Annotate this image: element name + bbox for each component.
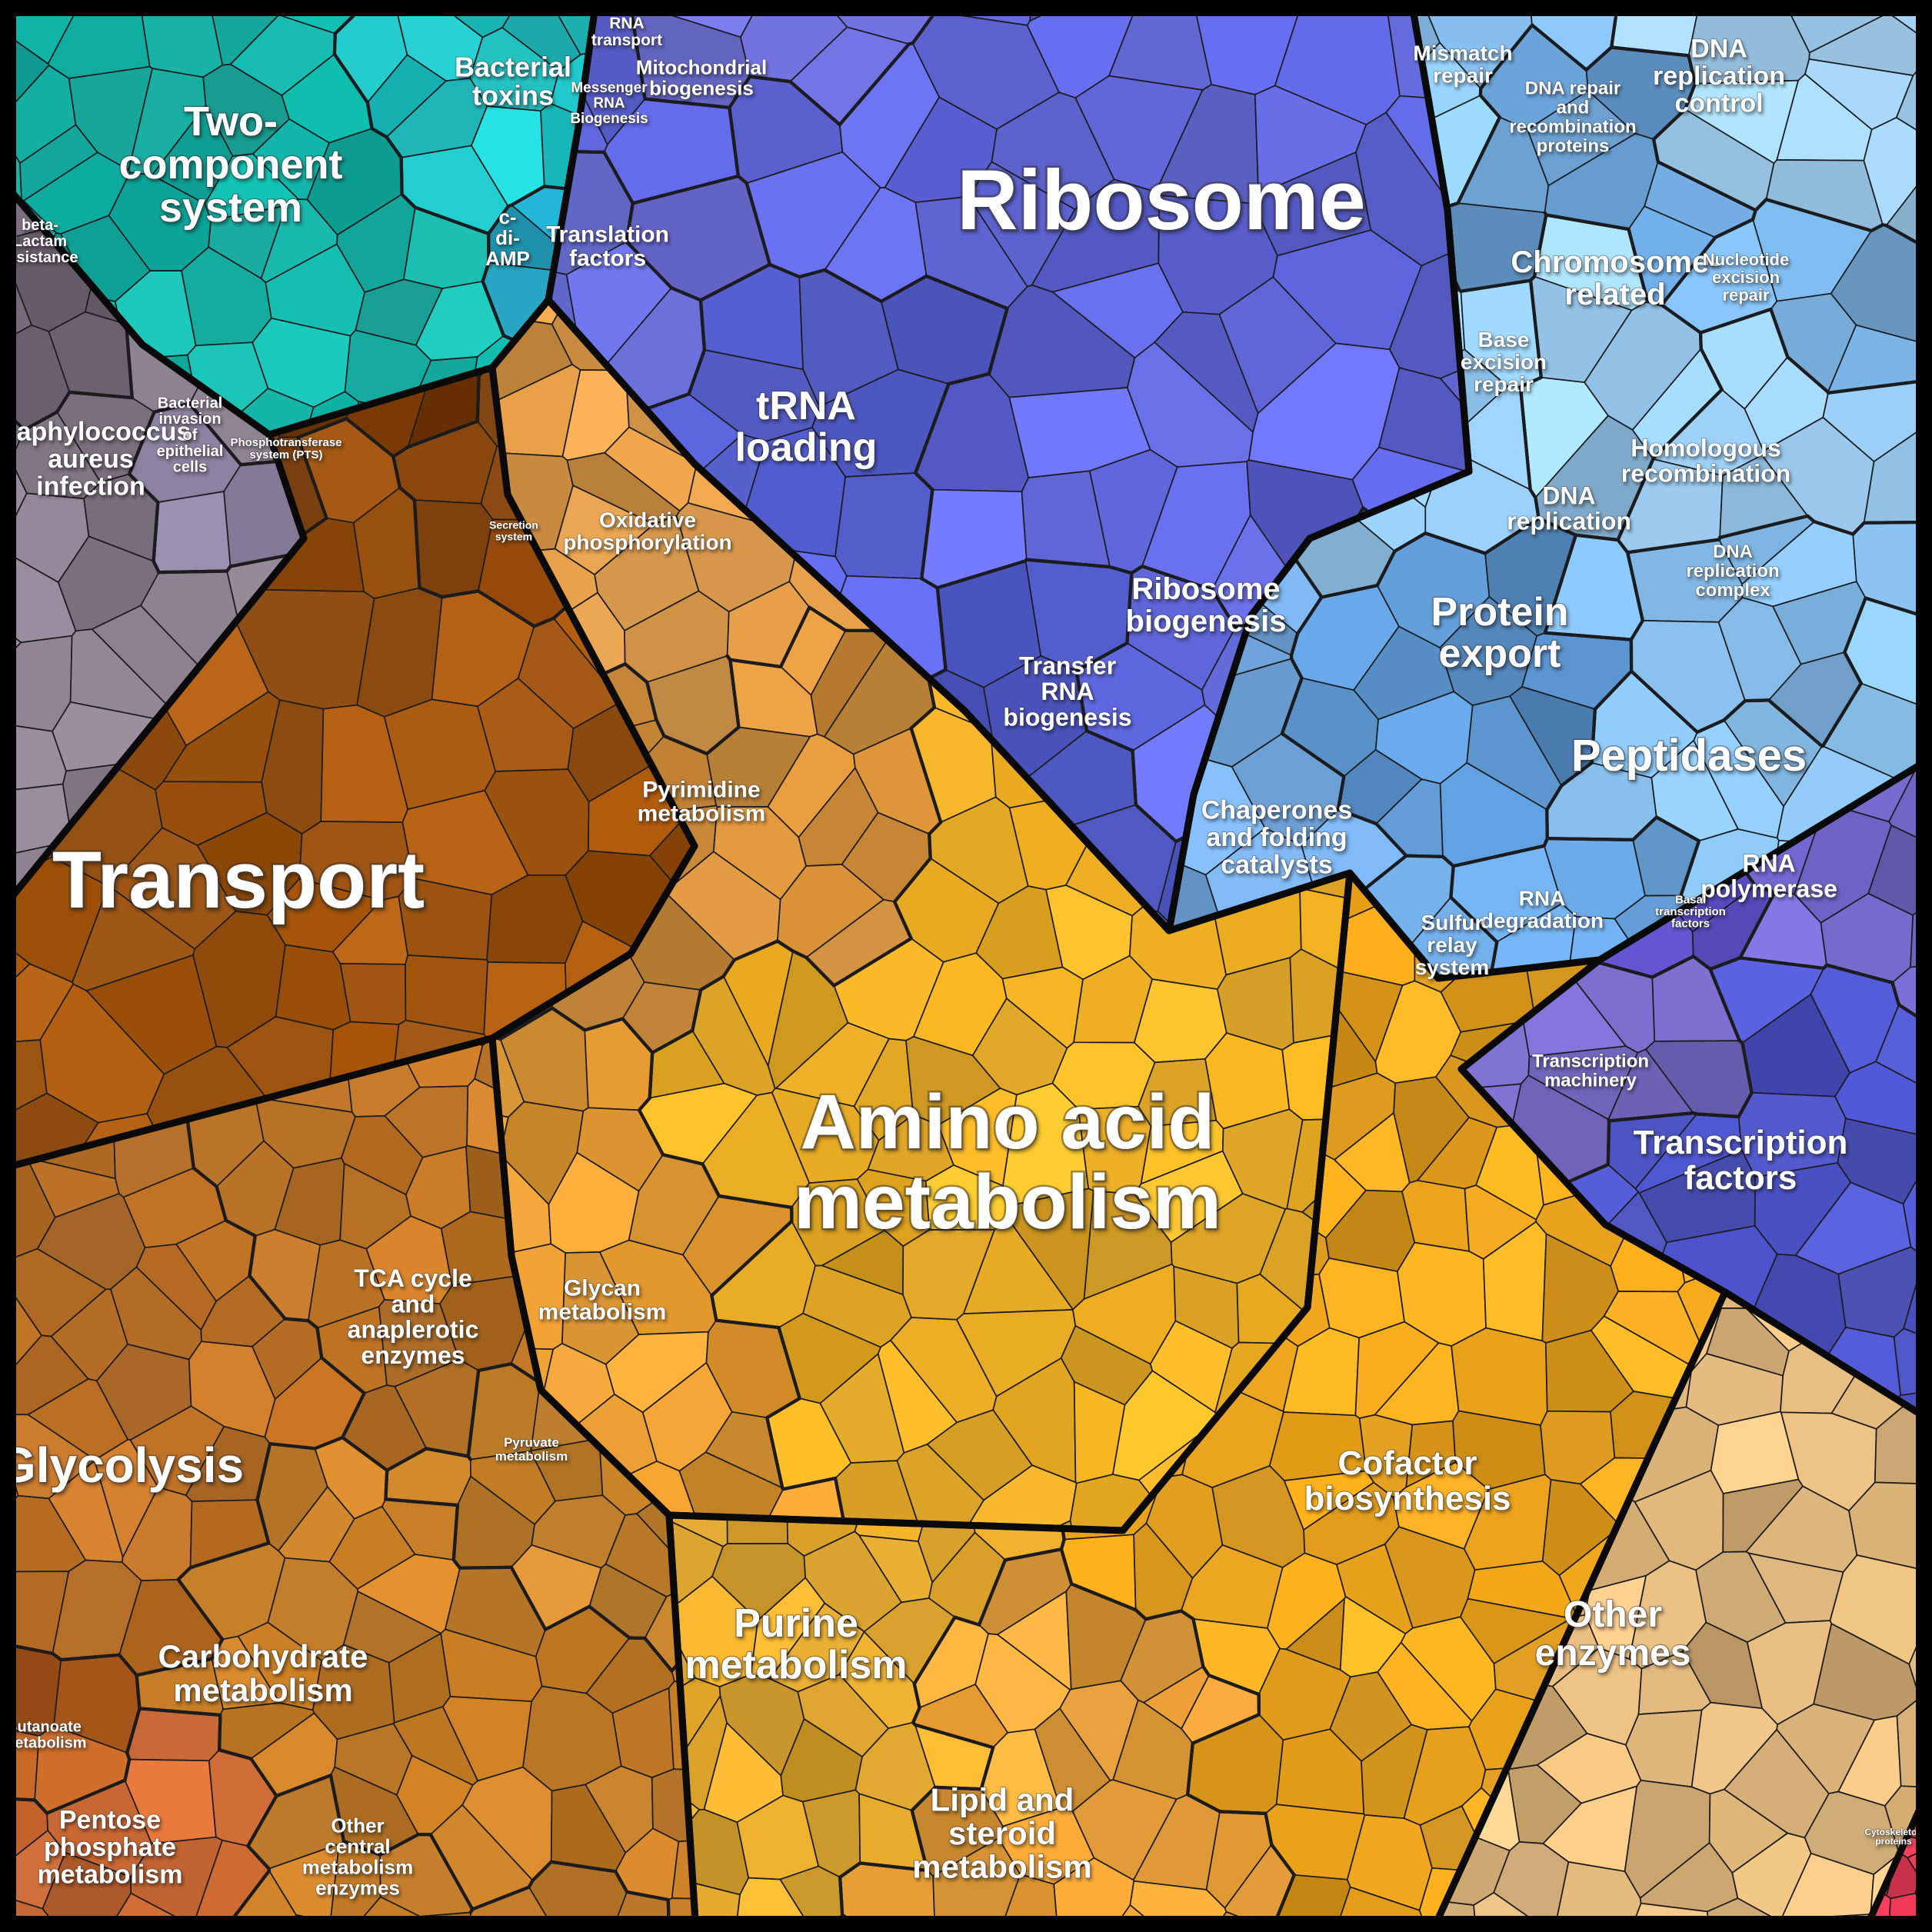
label-rna-polymerase: RNA polymerase <box>1700 849 1837 902</box>
label-bacterial-toxins: Bacterial toxins <box>455 51 571 111</box>
label-trna-loading: tRNA loading <box>735 384 878 470</box>
label-translation-factors: Translation factors <box>546 222 669 271</box>
label-rna-degradation: RNA degradation <box>1481 886 1604 932</box>
label-tca-cycle-anaplerotic: TCA cycle and anaplerotic enzymes <box>348 1264 479 1369</box>
label-peptidases: Peptidases <box>1571 731 1807 781</box>
label-basal-transcription-factors: Basal transcription factors <box>1655 893 1726 930</box>
label-other-central-metabolism-enzymes: Other central metabolism enzymes <box>302 1814 414 1899</box>
label-beta-lactam-resistance: beta-Lactam resistance <box>2 217 78 266</box>
label-rna-transport: RNA transport <box>591 15 662 49</box>
region-labels: Two-component system Bacterial toxins c-di-A… <box>0 14 1923 1900</box>
label-phosphotransferase-system-pts: Phosphotransferase system (PTS) <box>230 436 341 461</box>
label-staphylococcus-aureus-infection: Staphylococcus aureus infection <box>0 418 191 501</box>
label-dna-replication-complex: DNA replication complex <box>1686 541 1779 601</box>
label-cytoskeleton-proteins: Cytoskeleton proteins <box>1864 1827 1922 1847</box>
label-lipid-steroid-metabolism: Lipid and steroid metabolism <box>912 1781 1091 1884</box>
label-dna-replication-control: DNA replication control <box>1653 35 1785 118</box>
label-amino-acid-metabolism: Amino acid metabolism <box>794 1079 1221 1245</box>
label-pyrimidine-metabolism: Pyrimidine metabolism <box>638 777 766 826</box>
label-glycan-metabolism: Glycan metabolism <box>538 1275 667 1324</box>
label-transcription-factors: Transcription factors <box>1634 1124 1848 1197</box>
label-ribosome: Ribosome <box>957 153 1366 248</box>
label-c-di-amp: c-di-AMP <box>485 205 530 270</box>
label-ribosome-biogenesis: Ribosome biogenesis <box>1126 572 1287 638</box>
label-sulfur-relay-system: Sulfur relay system <box>1415 911 1490 979</box>
label-mitochondrial-biogenesis: Mitochondrial biogenesis <box>636 56 767 100</box>
label-homologous-recombination: Homologous recombination <box>1621 434 1790 487</box>
label-pentose-phosphate-metabolism: Pentose phosphate metabolism <box>38 1806 183 1890</box>
label-pyruvate-metabolism: Pyruvate metabolism <box>495 1435 568 1464</box>
label-chromosome-related: Chromosome-related <box>1511 245 1719 311</box>
label-other-enzymes: Other enzymes <box>1535 1594 1691 1674</box>
label-two-component-system: Two-component system <box>119 98 343 231</box>
outline-carbon-darkorange <box>0 1034 700 1932</box>
label-oxidative-phosphorylation: Oxidative phosphorylation <box>563 508 731 554</box>
label-bacterial-invasion-epithelial: Bacterial invasion of epithelial cells <box>157 395 224 475</box>
label-base-excision-repair: Base excision repair <box>1461 328 1547 396</box>
label-cofactor-biosynthesis: Cofactor biosynthesis <box>1304 1444 1511 1517</box>
label-transport: Transport <box>52 835 425 925</box>
label-mismatch-repair: Mismatch repair <box>1413 41 1512 87</box>
label-transcription-machinery: Transcription machinery <box>1532 1051 1649 1091</box>
label-secretion-system: Secretion system <box>489 519 538 543</box>
label-transfer-rna-biogenesis: Transfer RNA biogenesis <box>1003 652 1131 731</box>
label-nucleotide-excision-repair: Nucleotide excision repair <box>1703 250 1789 305</box>
label-glycolysis: Glycolysis <box>0 1437 244 1493</box>
label-chaperones-folding-catalysts: Chaperones and folding catalysts <box>1201 796 1353 880</box>
outline-other-tan <box>1428 1288 1932 1932</box>
label-dna-repair-recombination: DNA repair and recombination proteins <box>1509 78 1636 157</box>
label-protein-export: Protein export <box>1431 590 1568 676</box>
label-dna-replication: DNA replication <box>1507 481 1631 535</box>
label-carbohydrate-metabolism: Carbohydrate metabolism <box>158 1638 368 1708</box>
label-purine-metabolism: Purine metabolism <box>685 1601 908 1687</box>
label-butanoate-metabolism: Butanoate metabolism <box>1 1719 86 1752</box>
label-messenger-rna-biogenesis: Messenger RNA Biogenesis <box>570 80 648 127</box>
